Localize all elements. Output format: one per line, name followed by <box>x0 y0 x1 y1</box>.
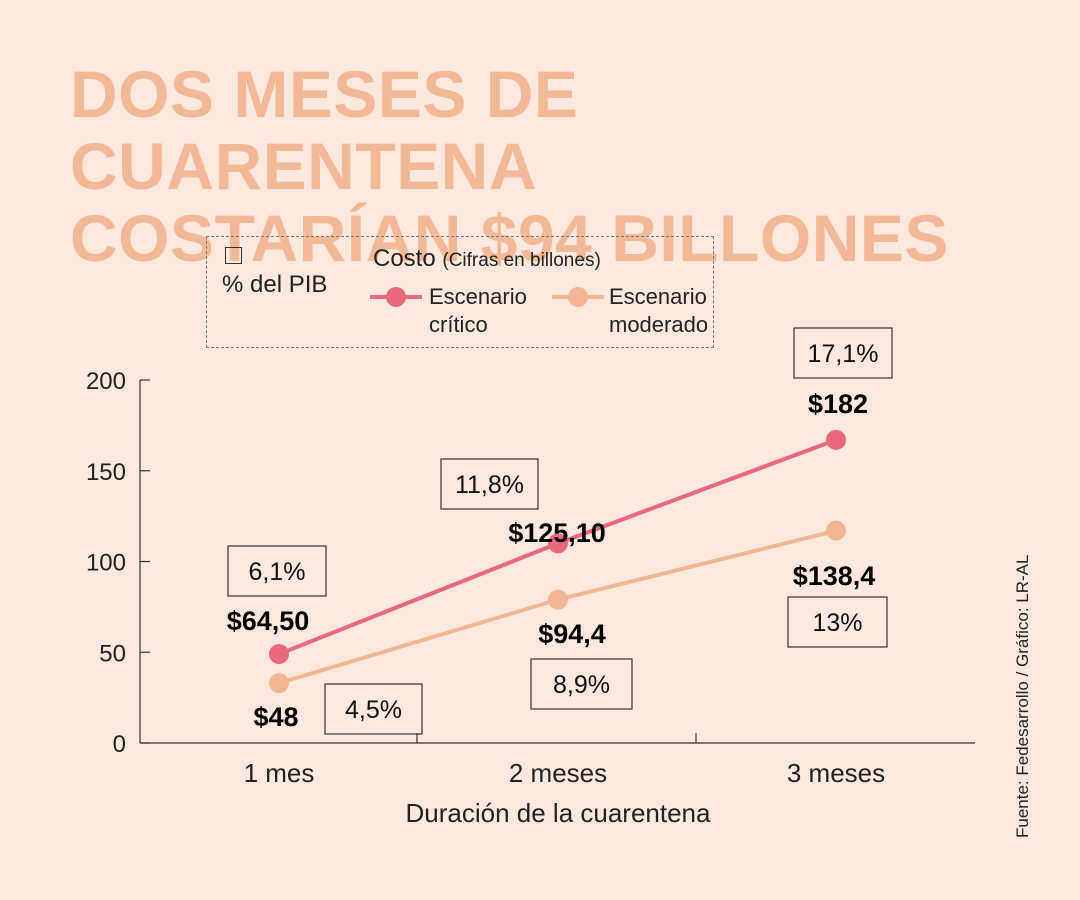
critical-pib-2-box <box>440 458 539 510</box>
moderate-point-1 <box>269 673 289 694</box>
legend-critical-marker-icon <box>370 287 422 307</box>
moderate-value-label-1: $48 <box>253 702 298 732</box>
moderate-pib-2-box <box>530 658 633 710</box>
moderate-pib-3-box <box>787 596 888 648</box>
critical-pib-1-box <box>227 545 327 597</box>
x-tick-label: 1 mes <box>244 758 315 788</box>
title-line-2: COSTARÍAN $94 BILLONES <box>70 201 949 275</box>
legend: % del PIB Costo (Cifras en billones) Esc… <box>206 236 714 348</box>
legend-costo-label: Costo <box>373 245 436 272</box>
legend-critical: Escenario crítico <box>429 283 527 339</box>
moderate-value-label-2: $94,4 <box>538 619 606 649</box>
legend-critical-line2: crítico <box>429 312 488 337</box>
source-credit: Fuente: Fedesarrollo / Gráfico: LR-AL <box>1013 554 1032 838</box>
moderate-pib-1-label: 4,5% <box>345 696 402 724</box>
chart-title: DOS MESES DE CUARENTENA COSTARÍAN $94 BI… <box>70 58 1050 274</box>
moderate-pib-2-label: 8,9% <box>553 671 610 699</box>
critical-pib-3-label: 17,1% <box>808 340 879 368</box>
y-tick-label: 200 <box>86 368 126 395</box>
critical-pib-3-box <box>793 327 893 379</box>
pib-box-icon <box>225 247 242 264</box>
moderate-pib-1-box <box>324 683 423 735</box>
x-axis-title: Duración de la cuarentena <box>406 798 712 828</box>
legend-moderate-line2: moderado <box>609 312 709 337</box>
critical-value-label-3: $182 <box>808 389 868 419</box>
y-tick-label: 50 <box>99 640 126 667</box>
title-line-1: DOS MESES DE CUARENTENA <box>70 57 579 203</box>
legend-critical-line1: Escenario <box>429 284 527 309</box>
legend-moderate: Escenario moderado <box>609 283 708 339</box>
critical-point-1 <box>269 644 289 665</box>
critical-pib-1-label: 6,1% <box>249 558 306 586</box>
y-tick-label: 150 <box>86 459 126 486</box>
critical-point-3 <box>826 429 846 450</box>
moderate-pib-3-label: 13% <box>812 609 862 637</box>
critical-point-2 <box>548 533 568 554</box>
legend-costo-sub: (Cifras en billones) <box>442 250 601 271</box>
legend-moderate-line1: Escenario <box>609 284 707 309</box>
y-tick-label: 0 <box>113 731 126 758</box>
moderate-point-2 <box>548 589 568 610</box>
critical-value-label-1: $64,50 <box>227 606 310 636</box>
moderate-point-3 <box>826 520 846 541</box>
legend-pib-label: % del PIB <box>222 271 328 298</box>
x-tick-label: 2 meses <box>509 758 607 788</box>
x-tick-label: 3 meses <box>787 758 885 788</box>
critical-pib-2-label: 11,8% <box>455 471 524 499</box>
legend-moderate-marker-icon <box>552 287 604 307</box>
y-tick-label: 100 <box>86 550 126 577</box>
moderate-value-label-3: $138,4 <box>793 561 876 591</box>
critical-value-label-2: $125,10 <box>508 518 606 548</box>
legend-costo: Costo (Cifras en billones) <box>373 245 601 273</box>
